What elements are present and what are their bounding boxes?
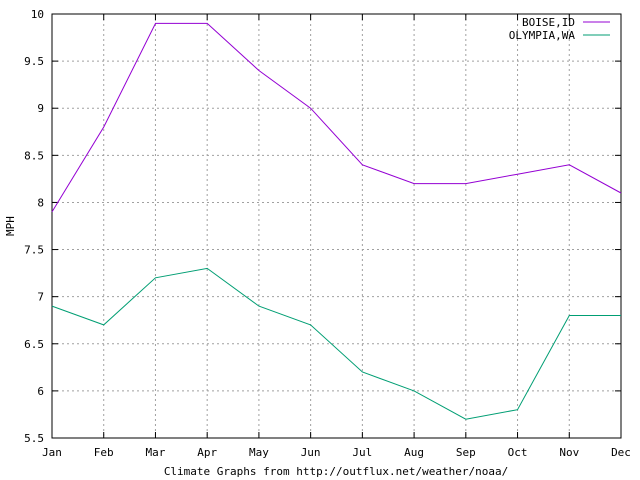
tick-marks <box>51 13 622 439</box>
x-tick-label: Oct <box>508 446 528 459</box>
x-tick-label: Dec <box>611 446 631 459</box>
x-tick-label: Apr <box>197 446 217 459</box>
y-tick-label: 9 <box>37 102 44 115</box>
x-tick-label: Sep <box>456 446 476 459</box>
grid <box>52 14 621 438</box>
series-line-boise-id <box>51 22 622 213</box>
y-tick-label: 7 <box>37 291 44 304</box>
legend-label: OLYMPIA,WA <box>509 29 576 42</box>
x-tick-label: Feb <box>94 446 114 459</box>
y-tick-label: 6.5 <box>24 338 44 351</box>
y-tick-label: 8.5 <box>24 149 44 162</box>
x-tick-label: Nov <box>559 446 579 459</box>
y-tick-label: 6 <box>37 385 44 398</box>
plot-border <box>51 13 622 439</box>
x-tick-label: Jun <box>301 446 321 459</box>
x-tick-label: Jan <box>42 446 62 459</box>
y-tick-label: 10 <box>31 8 44 21</box>
x-axis-label: Climate Graphs from http://outflux.net/w… <box>164 465 508 478</box>
y-tick-label: 9.5 <box>24 55 44 68</box>
series-line-olympia-wa <box>51 267 621 420</box>
y-tick-labels: 5.5 6 6.5 7 7.5 8 8.5 9 9.5 10 <box>24 8 44 445</box>
x-tick-labels: Jan Feb Mar Apr May Jun Jul Aug Sep Oct Nov Dec <box>42 446 631 459</box>
y-tick-label: 7.5 <box>24 244 44 257</box>
legend-label: BOISE,ID <box>522 16 575 29</box>
x-tick-label: Mar <box>146 446 166 459</box>
x-tick-label: Aug <box>404 446 424 459</box>
y-axis-label: MPH <box>4 216 17 236</box>
series-lines <box>51 22 622 420</box>
x-tick-label: May <box>249 446 269 459</box>
x-tick-label: Jul <box>352 446 372 459</box>
y-tick-label: 8 <box>37 196 44 209</box>
y-tick-label: 5.5 <box>24 432 44 445</box>
